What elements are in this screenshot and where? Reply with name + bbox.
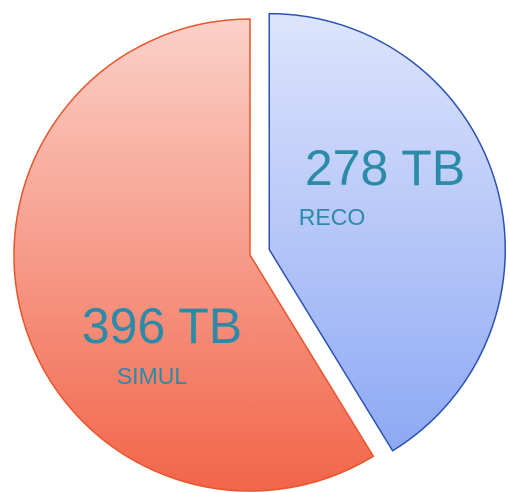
category-label: SIMUL	[117, 363, 188, 389]
pie-slice	[13, 18, 375, 492]
value-label: 396 TB	[82, 298, 242, 354]
value-label: 278 TB	[305, 140, 465, 196]
category-label: RECO	[299, 204, 365, 230]
pie-slice	[268, 12, 506, 452]
